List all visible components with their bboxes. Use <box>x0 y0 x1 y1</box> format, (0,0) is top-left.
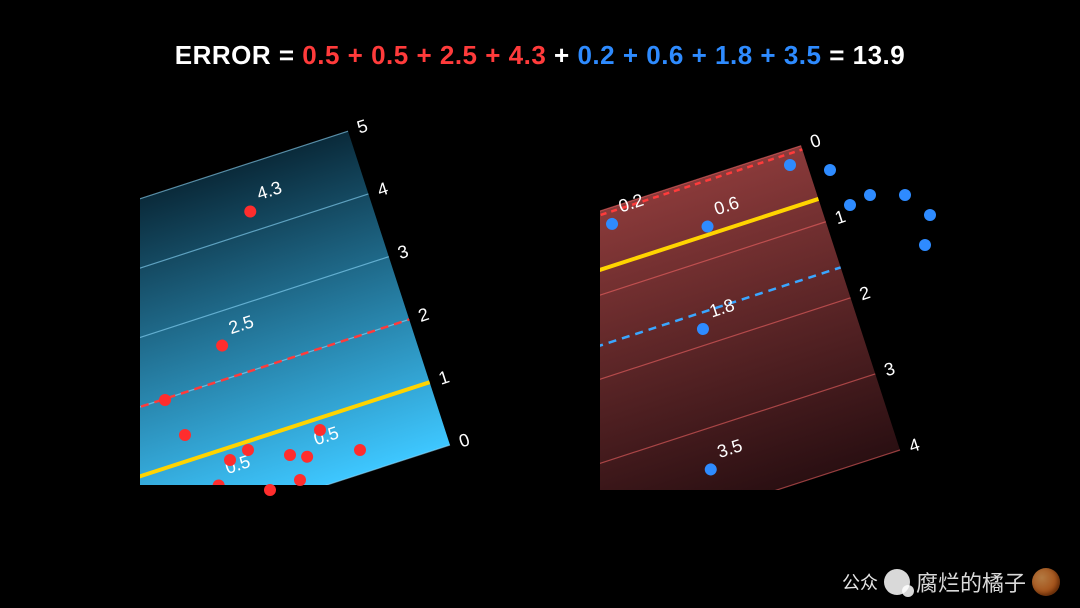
axis-tick-label: 4 <box>906 434 922 456</box>
error-formula: ERROR = 0.5 + 0.5 + 2.5 + 4.3 + 0.2 + 0.… <box>0 40 1080 71</box>
canvas: ERROR = 0.5 + 0.5 + 2.5 + 4.3 + 0.2 + 0.… <box>0 0 1080 608</box>
watermark: 公众 腐烂的橘子 <box>842 566 1060 598</box>
axis-tick-label: 3 <box>882 358 898 380</box>
axis-tick-label: 2 <box>416 304 432 326</box>
axis-tick-label: 5 <box>354 115 370 137</box>
right-panel: 012340.20.61.83.5 <box>600 130 940 490</box>
left-panel: 0123450.50.52.54.3 <box>140 115 490 485</box>
watermark-prefix: 公众 <box>842 569 878 595</box>
axis-tick-label: 4 <box>375 178 391 200</box>
wechat-icon <box>884 569 910 595</box>
axis-tick-label: 1 <box>436 367 452 389</box>
outside-point-red <box>264 484 276 496</box>
axis-tick-label: 3 <box>395 241 411 263</box>
orange-icon <box>1032 568 1060 596</box>
axis-tick-label: 1 <box>832 206 848 228</box>
watermark-text: 腐烂的橘子 <box>916 566 1026 598</box>
axis-tick-label: 2 <box>857 282 873 304</box>
panel-background <box>600 146 900 490</box>
axis-tick-label: 0 <box>808 130 824 152</box>
axis-tick-label: 0 <box>456 429 472 451</box>
formula-label: ERROR = <box>175 40 303 70</box>
